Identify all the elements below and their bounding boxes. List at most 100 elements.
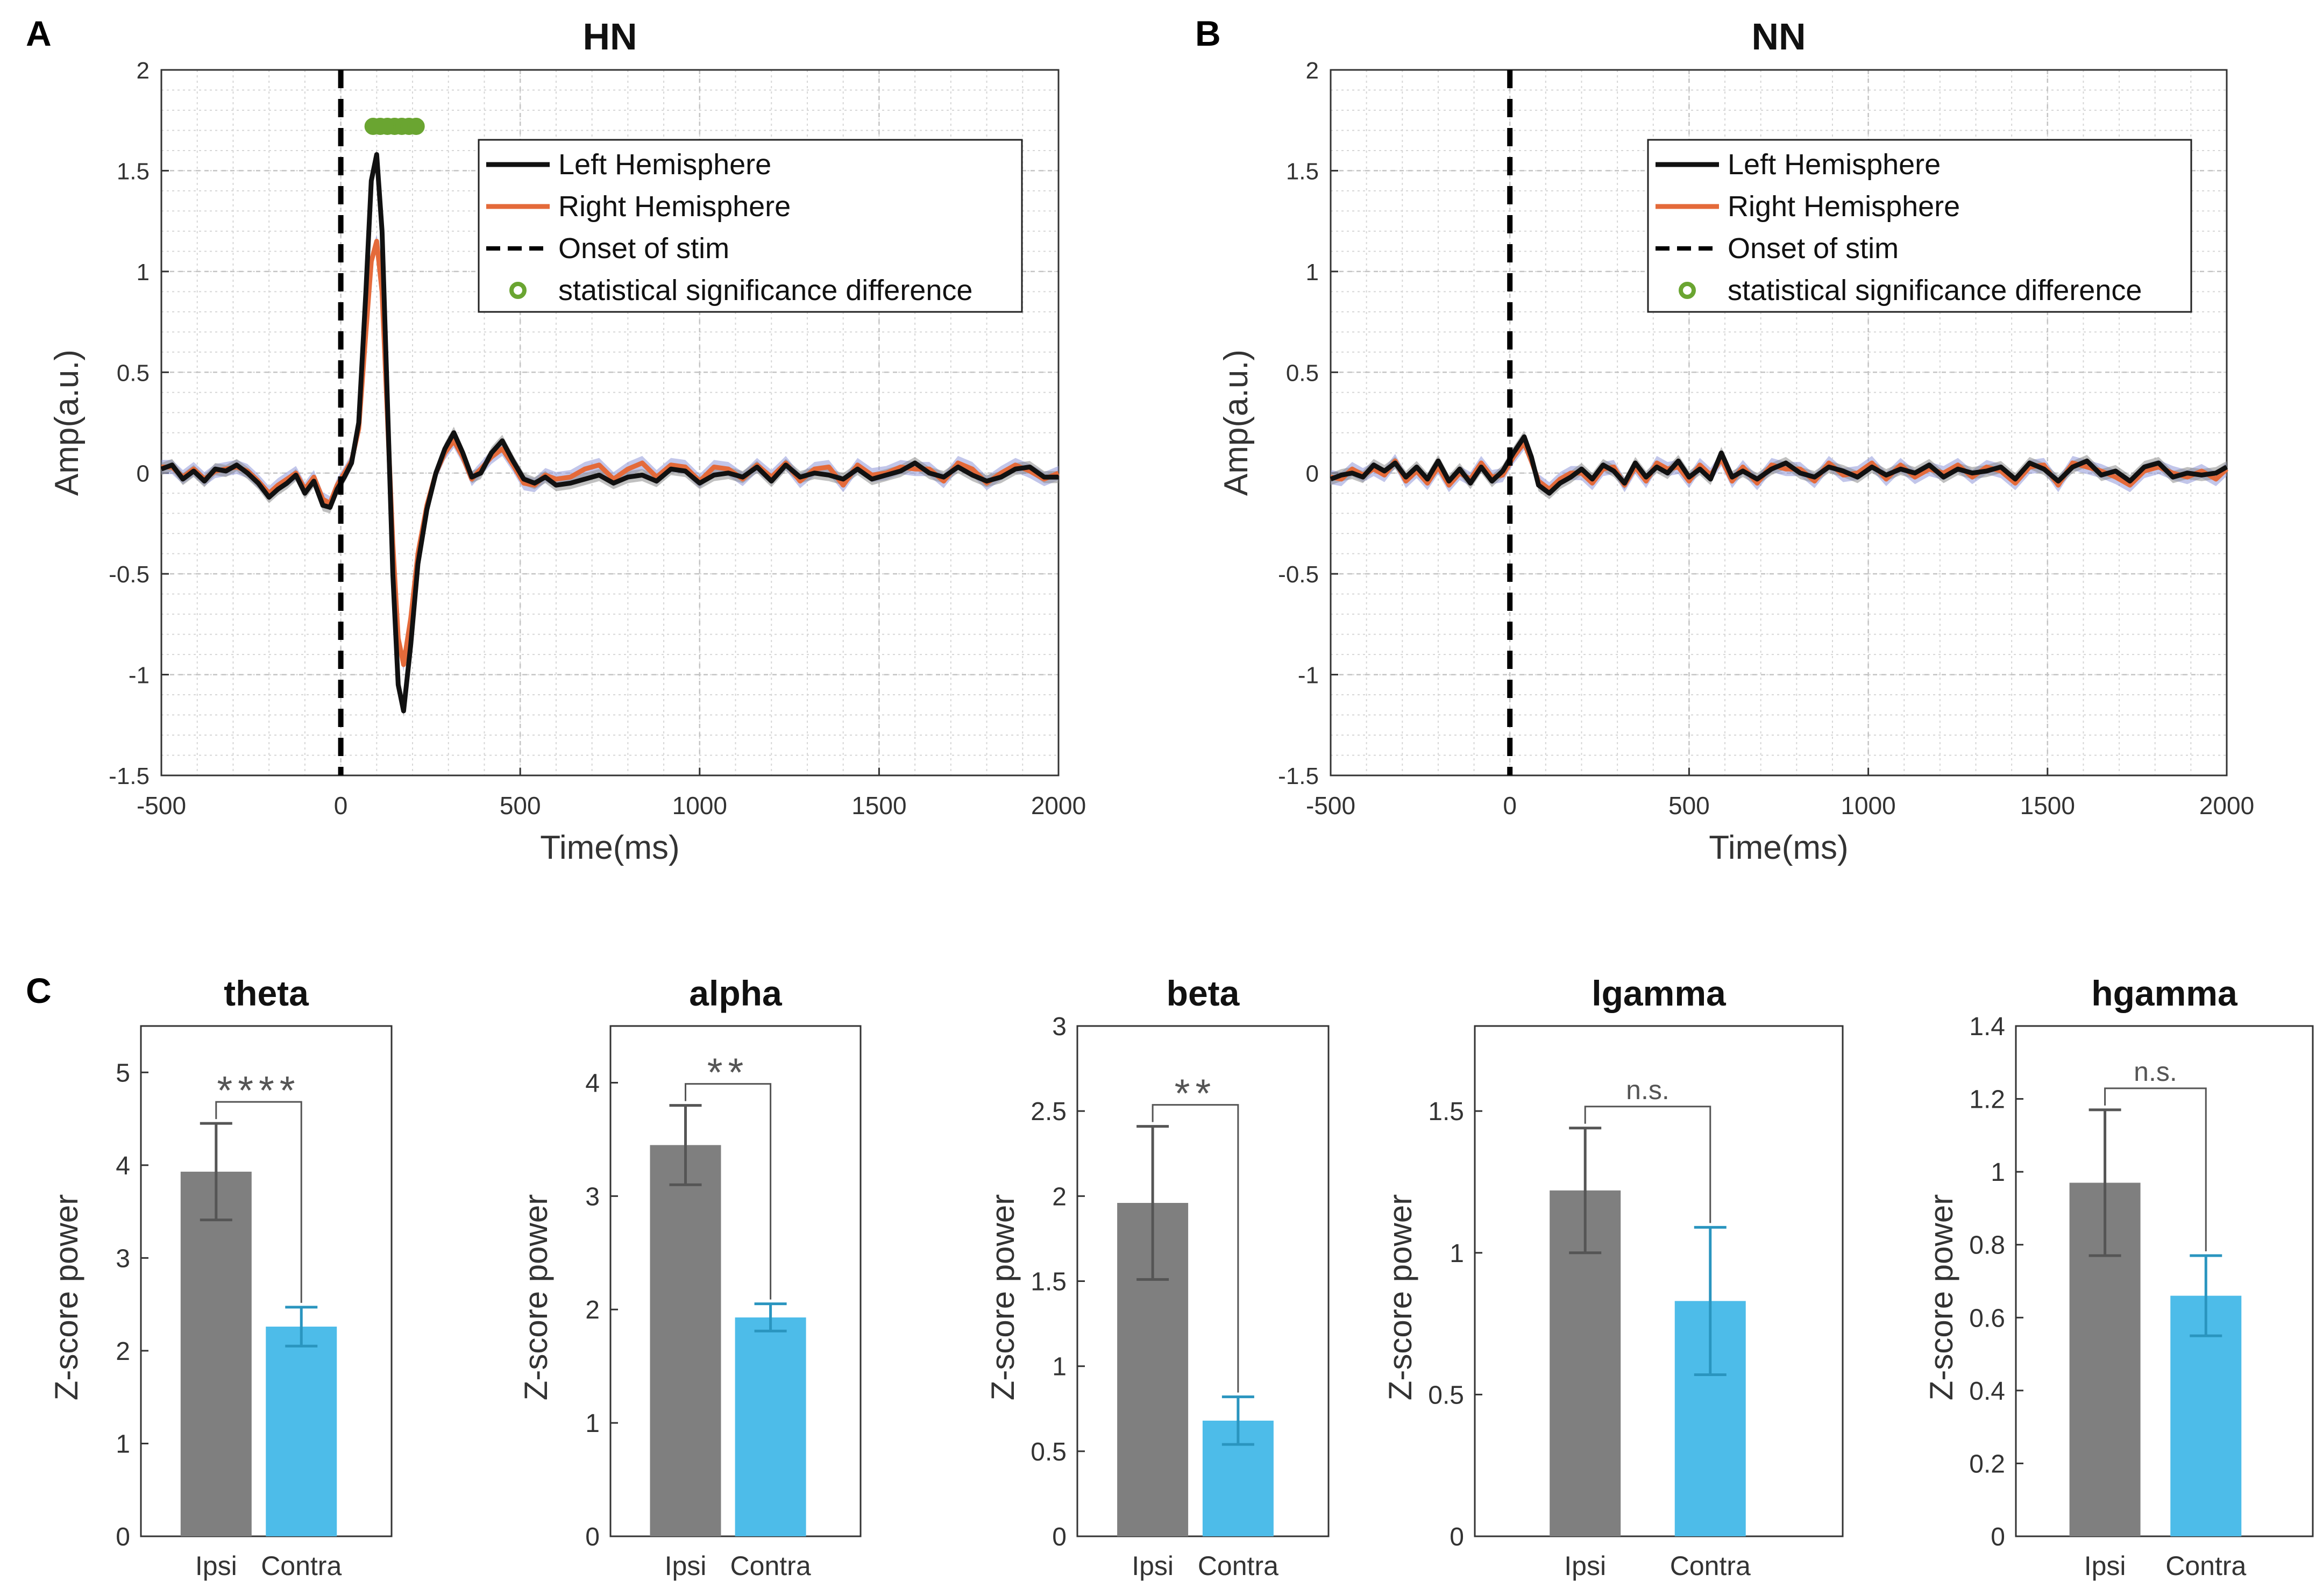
x-tick-label: 2000	[1031, 792, 1086, 820]
significance-bracket	[2104, 1087, 2207, 1252]
bar-contra	[266, 1327, 337, 1536]
bar-chart-hgamma: 0 0.2 0.4 0.6 0.8 1 1.2 1.4 hgamma Z-score power I…	[1923, 973, 2314, 1581]
y-tick-label: -0.5	[1278, 561, 1319, 588]
y-tick-label: 1.5	[117, 158, 150, 184]
y-tick-label: 2	[585, 1296, 600, 1324]
y-tick-label: 1.5	[1428, 1098, 1464, 1126]
y-tick-label: 2	[1052, 1182, 1067, 1211]
x-tick-label: -500	[1306, 792, 1355, 820]
x-tick-label: Ipsi	[195, 1551, 237, 1581]
y-axis-label: Z-score power	[985, 1194, 1021, 1400]
panel-label-c: C	[26, 971, 52, 1010]
y-axis-label: Z-score power	[518, 1194, 554, 1400]
x-tick-label: Contra	[1670, 1551, 1751, 1581]
y-tick-label: 1	[1052, 1353, 1067, 1381]
legend-right-hemisphere-label: Right Hemisphere	[558, 190, 791, 223]
x-tick-label: 0	[334, 792, 348, 820]
axes-box	[1330, 69, 2228, 776]
bar-chart-theta: 0 1 2 3 4 5 theta Z-score power Ipsi Contra ****	[48, 973, 393, 1581]
significance-bracket	[1584, 1106, 1711, 1223]
y-tick-label: 1	[1991, 1158, 2005, 1187]
chart-title: lgamma	[1592, 973, 1727, 1013]
y-tick-label: 0.5	[117, 360, 150, 386]
y-tick-label: 0.5	[1428, 1381, 1464, 1409]
y-tick-label: 1.5	[1286, 158, 1319, 184]
legend-box	[1647, 139, 2192, 313]
y-tick-label: 2	[1306, 58, 1319, 84]
y-axis-label: Z-score power	[1923, 1194, 1959, 1400]
legend-right-hemisphere-label: Right Hemisphere	[1728, 190, 1960, 223]
x-axis-label: Time(ms)	[1709, 829, 1848, 866]
legend-box	[478, 139, 1023, 313]
y-tick-label: -1	[129, 662, 150, 689]
x-tick-label: Ipsi	[2084, 1551, 2126, 1581]
y-tick-label: 1	[1306, 259, 1319, 286]
y-tick-label: 2.5	[1031, 1098, 1067, 1126]
y-tick-label: 1	[116, 1430, 130, 1458]
chart-title: beta	[1167, 973, 1240, 1013]
legend-left-hemisphere-label: Left Hemisphere	[558, 148, 771, 181]
y-axis-label: Amp(a.u.)	[1218, 350, 1255, 496]
panel-label-a: A	[26, 13, 52, 53]
significance-marker	[407, 117, 425, 135]
chart-title: NN	[1751, 16, 1806, 58]
chart-title: hgamma	[2091, 973, 2238, 1013]
bar-chart-alpha: 0 1 2 3 4 alpha Z-score power Ipsi Contra **	[518, 973, 862, 1581]
y-tick-label: 0	[1052, 1523, 1067, 1551]
significance-label: **	[707, 1050, 749, 1095]
y-tick-label: 0	[137, 461, 150, 487]
hn-line-plot: -500 0 500 1000 1500 2000 -1.5 -1 -0.5 0 0.5 1 1.5 2 H…	[48, 16, 1086, 866]
legend-onset-label: Onset of stim	[558, 232, 729, 265]
x-tick-label: Ipsi	[1564, 1551, 1606, 1581]
y-tick-label: 1	[585, 1409, 600, 1438]
y-tick-label: 0	[1450, 1523, 1464, 1551]
x-tick-label: 1000	[672, 792, 727, 820]
y-tick-label: 2	[116, 1337, 130, 1366]
x-tick-label: 1000	[1841, 792, 1895, 820]
y-tick-label: 4	[116, 1152, 130, 1180]
left-hemisphere-line	[160, 152, 1059, 714]
legend-left-hemisphere-label: Left Hemisphere	[1728, 148, 1941, 181]
y-tick-label: 0	[1991, 1523, 2005, 1551]
y-tick-label: 0	[585, 1523, 600, 1551]
x-tick-label: 1500	[2020, 792, 2075, 820]
y-tick-label: -1.5	[109, 763, 150, 789]
bar-chart-lgamma: 0 0.5 1 1.5 lgamma Z-score power Ipsi Contra n.s…	[1382, 973, 1844, 1581]
y-tick-label: -1	[1298, 662, 1319, 689]
y-tick-label: 3	[585, 1182, 600, 1211]
x-tick-label: 500	[1668, 792, 1710, 820]
left-hemisphere-line	[1330, 434, 2228, 496]
panel-label-b: B	[1195, 13, 1221, 53]
y-tick-label: 1.2	[1969, 1086, 2005, 1114]
x-tick-label: 0	[1503, 792, 1517, 820]
significance-label: n.s.	[1626, 1075, 1670, 1105]
y-tick-label: 1	[137, 259, 150, 286]
y-tick-label: 0.6	[1969, 1304, 2005, 1333]
bar-contra	[735, 1317, 806, 1536]
axes-box	[160, 69, 1060, 776]
nn-line-plot: -500 0 500 1000 1500 2000 -1.5 -1 -0.5 0 0.5 1 1.5 2 N…	[1218, 16, 2254, 866]
legend-significance-swatch	[1679, 282, 1696, 299]
significance-bracket	[215, 1101, 302, 1303]
x-tick-label: Contra	[261, 1551, 342, 1581]
y-tick-label: 3	[1052, 1013, 1067, 1041]
x-tick-label: Contra	[730, 1551, 811, 1581]
significance-bracket	[685, 1083, 772, 1300]
y-tick-label: 0	[116, 1523, 130, 1551]
x-tick-label: -500	[137, 792, 186, 820]
y-axis-label: Amp(a.u.)	[48, 350, 86, 496]
legend-significance-label: statistical significance difference	[1728, 274, 2142, 307]
x-tick-label: Contra	[1198, 1551, 1278, 1581]
y-tick-label: -1.5	[1278, 763, 1319, 789]
y-tick-label: 0	[1306, 461, 1319, 487]
x-tick-label: Ipsi	[665, 1551, 707, 1581]
x-tick-label: Contra	[2165, 1551, 2246, 1581]
x-axis-label: Time(ms)	[540, 829, 679, 866]
legend-significance-swatch	[509, 282, 527, 299]
x-tick-label: Ipsi	[1132, 1551, 1174, 1581]
y-tick-label: 1.4	[1969, 1013, 2005, 1041]
significance-label: ****	[217, 1068, 300, 1113]
significance-bracket	[1152, 1104, 1239, 1393]
y-tick-label: 0.4	[1969, 1377, 2005, 1406]
y-tick-label: 0.5	[1031, 1438, 1067, 1466]
